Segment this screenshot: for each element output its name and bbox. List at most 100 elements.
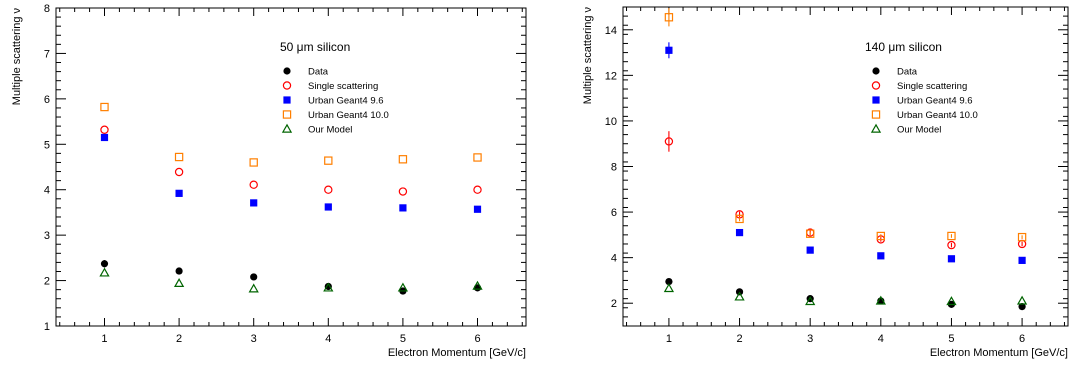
legend-entry: Single scattering [897, 81, 967, 92]
series-single-scattering [664, 131, 1027, 250]
legend-entry: Single scattering [308, 81, 378, 92]
y-axis-title: Multiple scattering ν [582, 7, 594, 105]
y-tick-label: 6 [611, 207, 617, 219]
data-point [100, 125, 109, 134]
legend-entry: Our Model [897, 125, 941, 136]
data-point [665, 277, 673, 286]
data-point [100, 102, 109, 112]
data-point [473, 205, 482, 213]
data-point [100, 133, 109, 142]
legend-entry: Urban Geant4 9.6 [897, 96, 973, 107]
x-tick-label: 4 [325, 333, 331, 345]
legend-entry: Urban Geant4 9.6 [308, 96, 384, 107]
data-point [664, 13, 674, 22]
data-point [397, 282, 409, 292]
legend-marker [871, 81, 881, 90]
data-point [875, 295, 886, 305]
data-point [947, 240, 956, 250]
data-point [174, 167, 184, 177]
series-data [665, 277, 1026, 311]
data-point [250, 273, 258, 281]
data-point [1018, 303, 1026, 311]
y-tick-label: 7 [44, 48, 50, 60]
data-point [174, 152, 184, 162]
x-tick-label: 2 [176, 333, 182, 345]
data-point [248, 283, 259, 293]
data-point [1018, 256, 1026, 264]
legend-marker [281, 123, 293, 133]
legend-entry: Urban Geant4 10.0 [308, 110, 389, 121]
data-point [1017, 232, 1027, 242]
legend-marker [282, 110, 292, 119]
legend-entry: Urban Geant4 10.0 [897, 110, 978, 121]
data-point [805, 229, 815, 238]
data-point [473, 185, 482, 194]
series-urban-geant4-9-6 [665, 42, 1026, 264]
data-point [1016, 295, 1028, 305]
legend-entry: Data [308, 67, 329, 78]
data-point [249, 180, 258, 189]
legend-marker [871, 110, 881, 119]
x-tick-label: 3 [251, 333, 257, 345]
series-data [100, 260, 482, 295]
y-axis-title: Multiple scattering ν [11, 8, 23, 106]
data-point [324, 203, 332, 211]
material-annotation: 50 μm silicon [280, 40, 350, 54]
x-tick-label: 5 [948, 333, 954, 345]
x-axis-title: Electron Momentum [GeV/c] [388, 347, 526, 359]
data-point [324, 156, 333, 165]
data-point [946, 296, 957, 306]
data-point [877, 252, 885, 260]
x-tick-label: 5 [400, 333, 406, 345]
x-tick-label: 1 [666, 333, 672, 345]
data-point [805, 296, 816, 306]
legend-marker [283, 96, 291, 104]
data-point [398, 155, 408, 164]
series-urban-geant4-10-0 [100, 102, 482, 167]
data-point [665, 46, 673, 54]
data-point [473, 153, 482, 162]
y-tick-label: 2 [611, 298, 617, 310]
x-tick-label: 1 [101, 333, 107, 345]
data-point [664, 137, 674, 146]
x-axis-title: Electron Momentum [GeV/c] [930, 347, 1068, 359]
data-point [99, 267, 110, 277]
data-point [250, 199, 258, 207]
x-tick-label: 4 [878, 333, 884, 345]
series-single-scattering [100, 125, 482, 196]
x-tick-label: 6 [474, 333, 480, 345]
data-point [398, 187, 408, 196]
data-point [323, 282, 334, 292]
legend-marker [282, 81, 292, 90]
series-our-model [99, 267, 483, 293]
data-point [734, 291, 745, 301]
y-tick-label: 8 [44, 3, 50, 15]
data-point [735, 228, 744, 237]
data-point [947, 231, 956, 241]
data-point [472, 280, 483, 290]
y-tick-label: 3 [44, 230, 50, 242]
legend-marker [872, 67, 880, 75]
plot-frame [55, 7, 527, 327]
legend-marker [872, 96, 880, 104]
legend-marker [870, 123, 882, 133]
y-tick-label: 4 [44, 185, 50, 197]
data-point [100, 260, 109, 268]
data-point [876, 231, 886, 241]
data-point [175, 189, 183, 197]
plot-frame [622, 6, 1069, 327]
y-tick-label: 12 [605, 70, 617, 82]
y-tick-label: 6 [44, 94, 50, 106]
data-point [399, 204, 407, 212]
legend: Data Single scattering Urban Geant4 9.6 Urb… [281, 67, 389, 136]
y-tick-label: 8 [611, 162, 617, 174]
data-point [735, 214, 744, 224]
data-point [947, 255, 956, 263]
y-tick-label: 2 [44, 276, 50, 288]
material-annotation: 140 μm silicon [865, 40, 942, 54]
data-point [173, 277, 185, 287]
data-point [324, 185, 333, 194]
chart-panel-50um: 1 2 3 4 5 6 1 2 3 4 5 6 7 8 Electron Momentum [GeV/c] M… [11, 3, 527, 359]
x-tick-label: 6 [1019, 333, 1025, 345]
